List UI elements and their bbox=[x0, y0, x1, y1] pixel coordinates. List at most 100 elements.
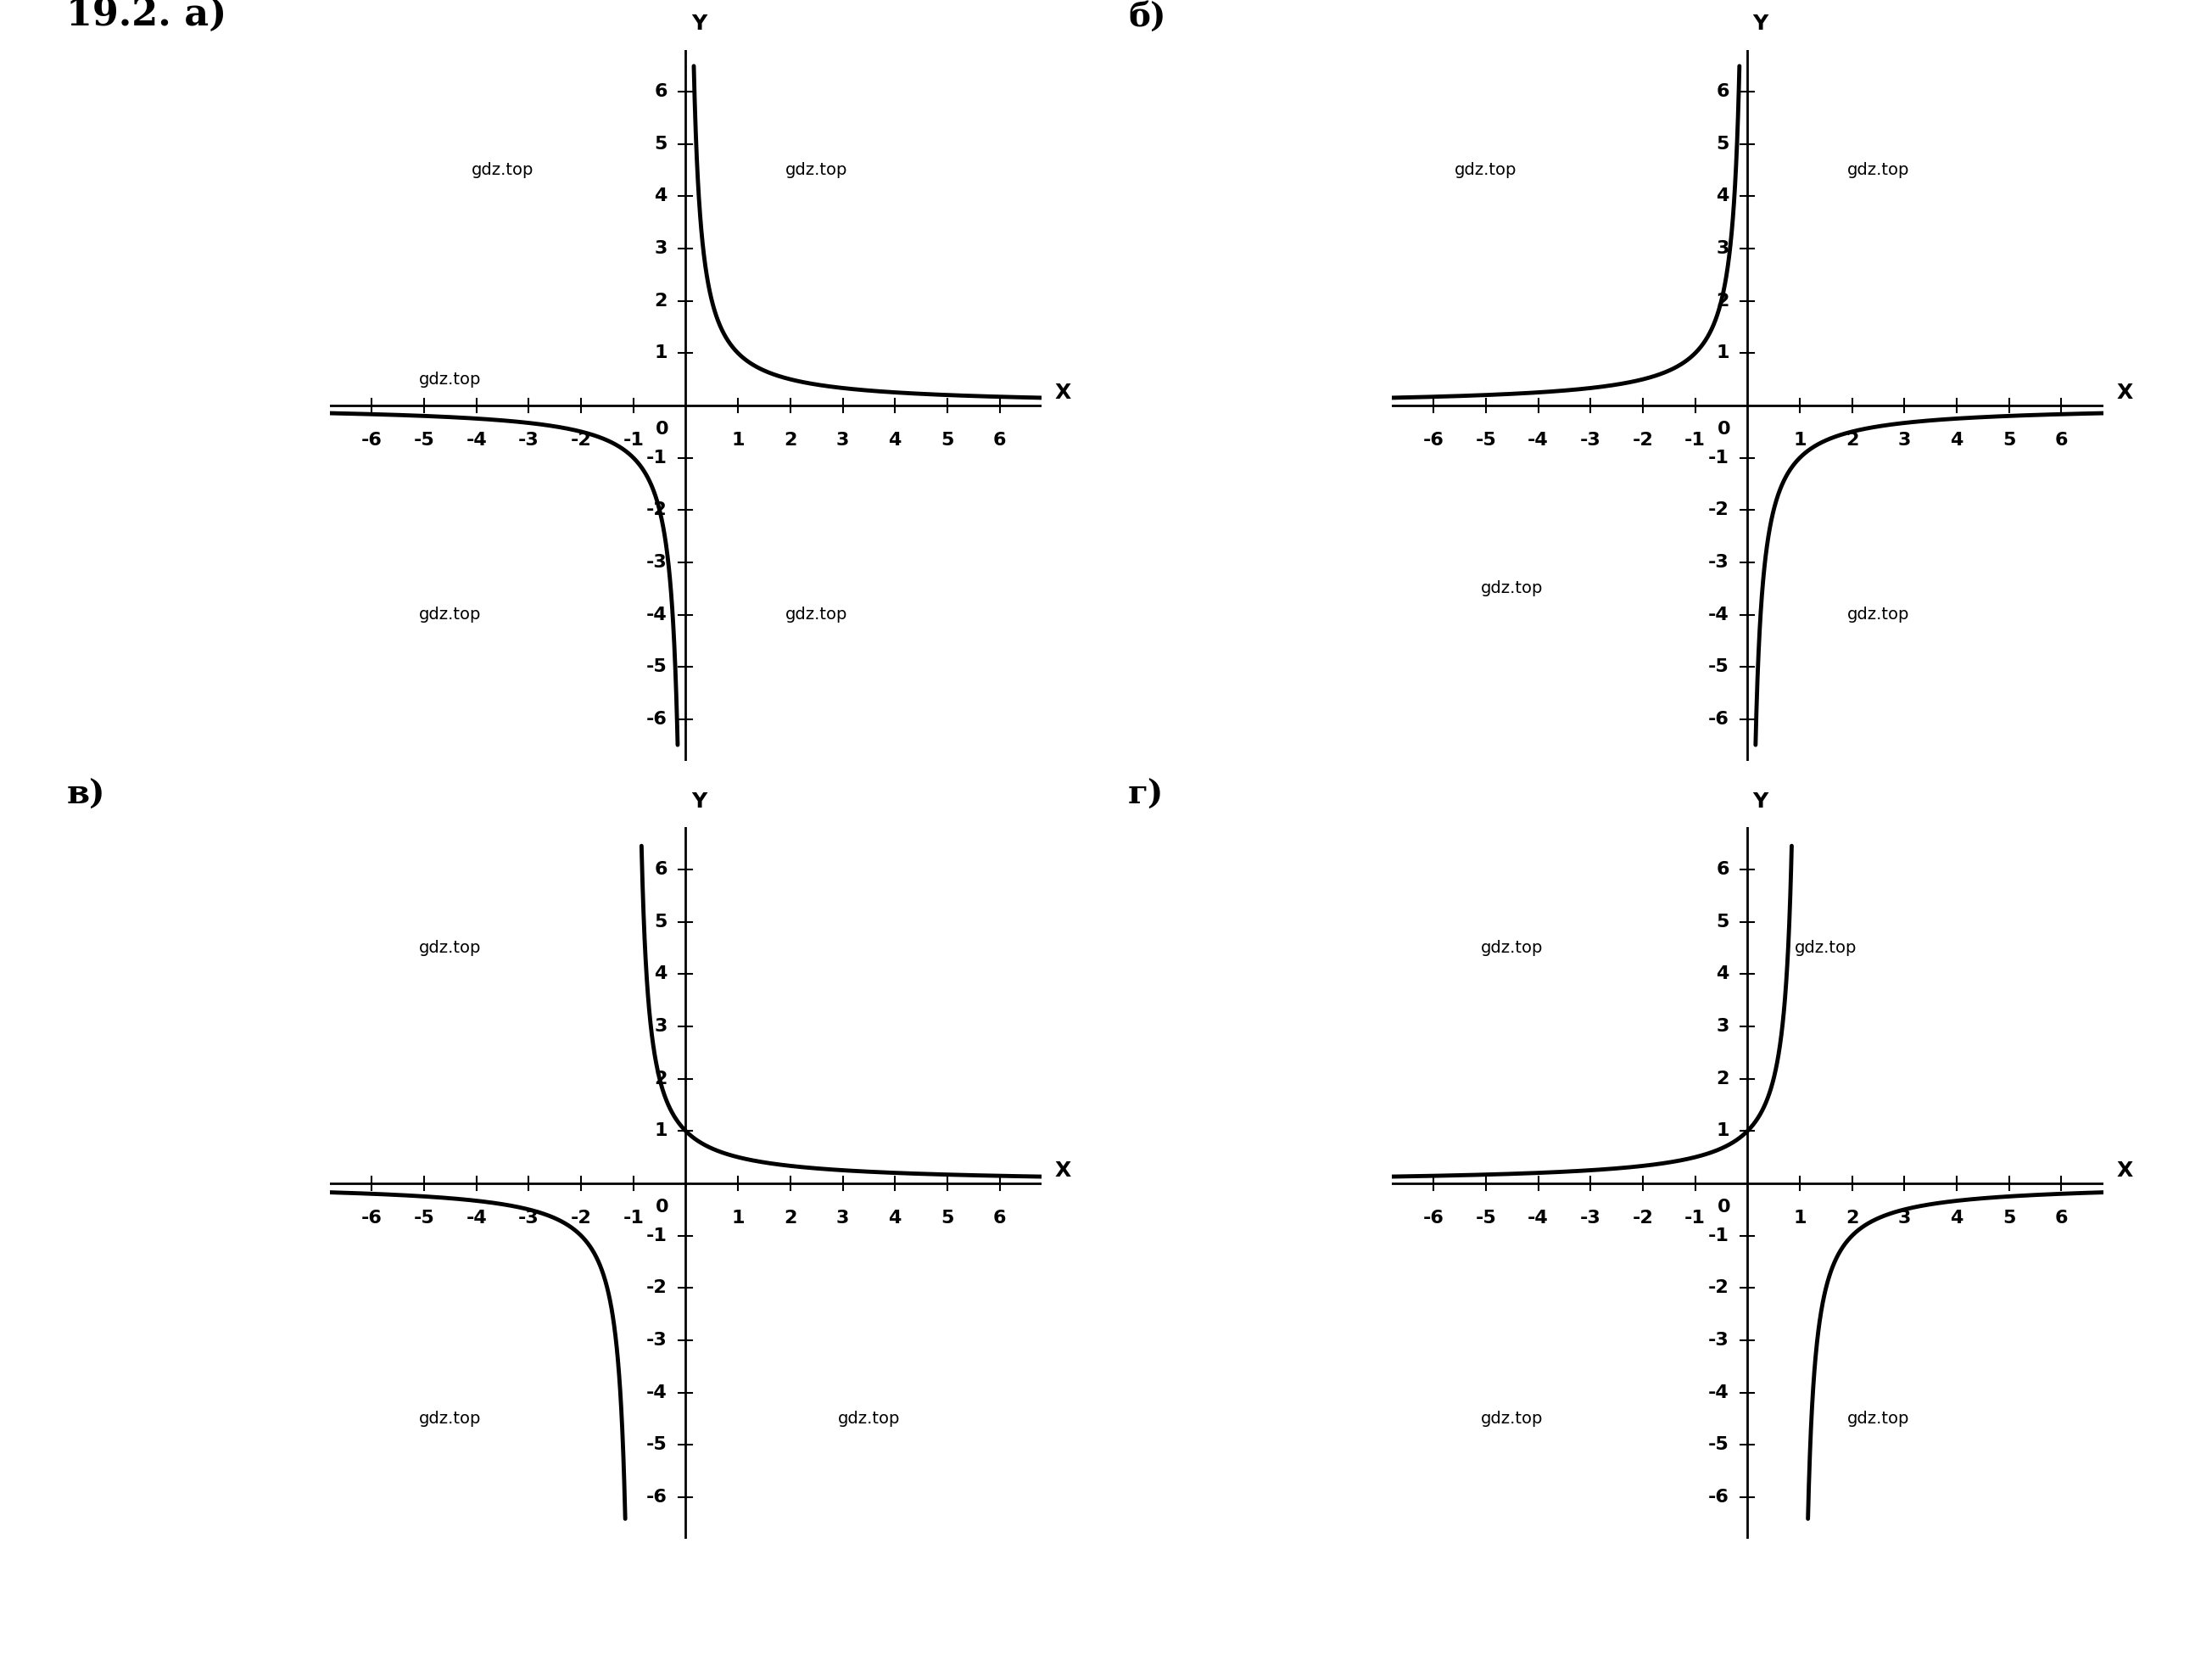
Text: -2: -2 bbox=[1708, 501, 1730, 518]
Text: Y: Y bbox=[1752, 791, 1767, 813]
Text: 5: 5 bbox=[1717, 136, 1730, 152]
Text: 0: 0 bbox=[1717, 1198, 1730, 1215]
Text: -1: -1 bbox=[1708, 449, 1730, 467]
Text: gdz.top: gdz.top bbox=[1480, 1410, 1544, 1427]
Text: 2: 2 bbox=[655, 1071, 668, 1087]
Text: -5: -5 bbox=[414, 432, 434, 449]
Text: gdz.top: gdz.top bbox=[1847, 162, 1909, 179]
Text: -2: -2 bbox=[646, 501, 668, 518]
Text: б): б) bbox=[1128, 2, 1166, 33]
Text: -3: -3 bbox=[1579, 432, 1601, 449]
Text: -1: -1 bbox=[624, 1210, 644, 1226]
Text: X: X bbox=[1055, 1160, 1071, 1180]
Text: 6: 6 bbox=[1717, 861, 1730, 877]
Text: 5: 5 bbox=[2002, 432, 2015, 449]
Text: -6: -6 bbox=[1422, 432, 1444, 449]
Text: 6: 6 bbox=[655, 83, 668, 99]
Text: -1: -1 bbox=[646, 1226, 668, 1245]
Text: 3: 3 bbox=[1898, 432, 1911, 449]
Text: 1: 1 bbox=[732, 432, 745, 449]
Text: 6: 6 bbox=[1717, 83, 1730, 99]
Text: 1: 1 bbox=[1794, 1210, 1807, 1226]
Text: 4: 4 bbox=[889, 1210, 902, 1226]
Text: -4: -4 bbox=[1708, 606, 1730, 624]
Text: gdz.top: gdz.top bbox=[785, 162, 847, 179]
Text: gdz.top: gdz.top bbox=[1794, 940, 1858, 957]
Text: -4: -4 bbox=[1528, 1210, 1548, 1226]
Text: 0: 0 bbox=[655, 420, 668, 437]
Text: 5: 5 bbox=[940, 1210, 953, 1226]
Text: 2: 2 bbox=[1717, 1071, 1730, 1087]
Text: 19.2. a): 19.2. a) bbox=[66, 0, 228, 33]
Text: -4: -4 bbox=[646, 1384, 668, 1402]
Text: 1: 1 bbox=[655, 1122, 668, 1140]
Text: 4: 4 bbox=[655, 187, 668, 205]
Text: -1: -1 bbox=[646, 449, 668, 467]
Text: -6: -6 bbox=[361, 432, 383, 449]
Text: gdz.top: gdz.top bbox=[785, 607, 847, 622]
Text: -2: -2 bbox=[571, 432, 591, 449]
Text: -6: -6 bbox=[646, 1490, 668, 1506]
Text: gdz.top: gdz.top bbox=[1455, 162, 1517, 179]
Text: 5: 5 bbox=[655, 136, 668, 152]
Text: 6: 6 bbox=[993, 432, 1006, 449]
Text: -5: -5 bbox=[1708, 1437, 1730, 1453]
Text: 3: 3 bbox=[1898, 1210, 1911, 1226]
Text: 4: 4 bbox=[1717, 187, 1730, 205]
Text: -1: -1 bbox=[624, 432, 644, 449]
Text: -5: -5 bbox=[1475, 1210, 1495, 1226]
Text: -2: -2 bbox=[1708, 1279, 1730, 1296]
Text: 5: 5 bbox=[1717, 914, 1730, 930]
Text: 1: 1 bbox=[732, 1210, 745, 1226]
Text: -1: -1 bbox=[1708, 1226, 1730, 1245]
Text: gdz.top: gdz.top bbox=[418, 371, 482, 387]
Text: gdz.top: gdz.top bbox=[418, 1410, 482, 1427]
Text: 4: 4 bbox=[1951, 1210, 1964, 1226]
Text: gdz.top: gdz.top bbox=[1480, 581, 1544, 597]
Text: Y: Y bbox=[690, 791, 706, 813]
Text: -4: -4 bbox=[1708, 1384, 1730, 1402]
Text: -6: -6 bbox=[1422, 1210, 1444, 1226]
Text: 3: 3 bbox=[655, 240, 668, 257]
Text: 6: 6 bbox=[2055, 1210, 2068, 1226]
Text: 3: 3 bbox=[1717, 1018, 1730, 1034]
Text: 3: 3 bbox=[655, 1018, 668, 1034]
Text: 5: 5 bbox=[655, 914, 668, 930]
Text: -2: -2 bbox=[646, 1279, 668, 1296]
Text: 1: 1 bbox=[1717, 344, 1730, 362]
Text: 2: 2 bbox=[1845, 1210, 1858, 1226]
Text: -5: -5 bbox=[1475, 432, 1495, 449]
Text: -4: -4 bbox=[467, 1210, 487, 1226]
Text: gdz.top: gdz.top bbox=[471, 162, 533, 179]
Text: -1: -1 bbox=[1686, 1210, 1705, 1226]
Text: X: X bbox=[2117, 382, 2132, 402]
Text: 1: 1 bbox=[655, 344, 668, 362]
Text: 3: 3 bbox=[836, 432, 849, 449]
Text: -6: -6 bbox=[361, 1210, 383, 1226]
Text: -2: -2 bbox=[1632, 432, 1652, 449]
Text: 4: 4 bbox=[655, 965, 668, 983]
Text: 4: 4 bbox=[889, 432, 902, 449]
Text: -6: -6 bbox=[1708, 1490, 1730, 1506]
Text: -2: -2 bbox=[571, 1210, 591, 1226]
Text: -6: -6 bbox=[646, 712, 668, 728]
Text: -5: -5 bbox=[646, 1437, 668, 1453]
Text: -1: -1 bbox=[1686, 432, 1705, 449]
Text: X: X bbox=[2117, 1160, 2132, 1180]
Text: 2: 2 bbox=[783, 1210, 796, 1226]
Text: Y: Y bbox=[1752, 13, 1767, 35]
Text: X: X bbox=[1055, 382, 1071, 402]
Text: gdz.top: gdz.top bbox=[1847, 1410, 1909, 1427]
Text: -5: -5 bbox=[646, 659, 668, 675]
Text: г): г) bbox=[1128, 780, 1164, 811]
Text: 2: 2 bbox=[1845, 432, 1858, 449]
Text: 6: 6 bbox=[993, 1210, 1006, 1226]
Text: -3: -3 bbox=[646, 554, 668, 571]
Text: 2: 2 bbox=[783, 432, 796, 449]
Text: -3: -3 bbox=[646, 1332, 668, 1349]
Text: -4: -4 bbox=[467, 432, 487, 449]
Text: 5: 5 bbox=[2002, 1210, 2015, 1226]
Text: 3: 3 bbox=[1717, 240, 1730, 257]
Text: Y: Y bbox=[690, 13, 706, 35]
Text: 1: 1 bbox=[1794, 432, 1807, 449]
